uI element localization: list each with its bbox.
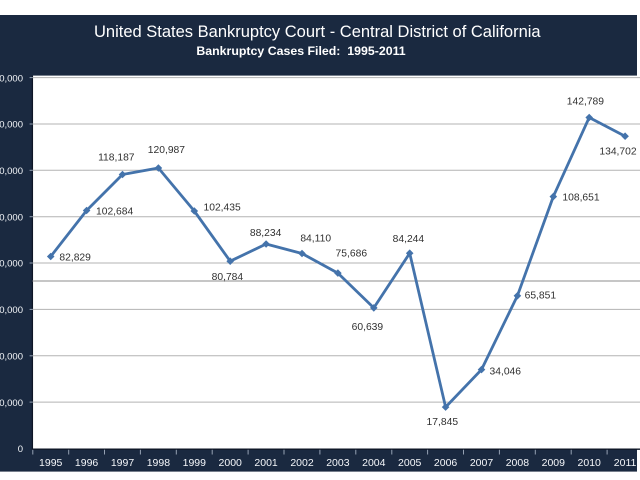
svg-text:84,244: 84,244 xyxy=(393,234,425,245)
svg-text:1997: 1997 xyxy=(111,457,135,469)
svg-text:2002: 2002 xyxy=(290,457,314,469)
svg-text:80,784: 80,784 xyxy=(212,272,244,283)
svg-text:82,829: 82,829 xyxy=(59,253,91,264)
svg-text:2010: 2010 xyxy=(578,457,602,469)
svg-text:2009: 2009 xyxy=(542,457,566,469)
svg-text:Bankruptcy Cases Filed: 1995-: Bankruptcy Cases Filed: 1995-2011 xyxy=(196,44,405,58)
svg-text:140,000: 140,000 xyxy=(0,120,23,131)
svg-text:2008: 2008 xyxy=(506,457,530,469)
svg-text:2005: 2005 xyxy=(398,457,422,469)
svg-text:84,110: 84,110 xyxy=(300,233,331,244)
svg-text:2004: 2004 xyxy=(362,457,386,469)
svg-text:60,000: 60,000 xyxy=(0,305,23,316)
svg-text:102,684: 102,684 xyxy=(96,206,133,217)
svg-text:65,851: 65,851 xyxy=(525,291,557,302)
svg-text:2007: 2007 xyxy=(470,457,494,469)
svg-text:60,639: 60,639 xyxy=(352,322,384,333)
svg-text:0: 0 xyxy=(18,444,23,455)
svg-text:40,000: 40,000 xyxy=(0,352,23,363)
svg-text:1996: 1996 xyxy=(75,457,99,469)
svg-text:108,651: 108,651 xyxy=(562,192,599,203)
svg-text:1995: 1995 xyxy=(39,457,63,469)
svg-text:34,046: 34,046 xyxy=(490,367,522,378)
svg-text:2011: 2011 xyxy=(614,457,637,469)
svg-text:75,686: 75,686 xyxy=(336,249,368,260)
svg-text:2000: 2000 xyxy=(219,457,243,469)
svg-text:142,789: 142,789 xyxy=(567,97,604,108)
svg-text:118,187: 118,187 xyxy=(98,153,135,164)
svg-text:160,000: 160,000 xyxy=(0,73,23,84)
svg-text:1999: 1999 xyxy=(183,457,207,469)
svg-text:United States Bankruptcy Court: United States Bankruptcy Court - Central… xyxy=(94,23,541,41)
svg-text:17,845: 17,845 xyxy=(427,417,459,428)
svg-text:2003: 2003 xyxy=(326,457,350,469)
svg-text:2001: 2001 xyxy=(254,457,278,469)
svg-text:120,000: 120,000 xyxy=(0,166,23,177)
svg-text:1998: 1998 xyxy=(147,457,171,469)
svg-text:20,000: 20,000 xyxy=(0,398,23,409)
svg-text:80,000: 80,000 xyxy=(0,259,23,270)
svg-text:134,702: 134,702 xyxy=(599,147,636,158)
svg-text:88,234: 88,234 xyxy=(250,228,282,239)
svg-text:100,000: 100,000 xyxy=(0,212,23,223)
svg-text:120,987: 120,987 xyxy=(148,145,185,156)
svg-text:102,435: 102,435 xyxy=(204,202,241,213)
svg-text:2006: 2006 xyxy=(434,457,458,469)
